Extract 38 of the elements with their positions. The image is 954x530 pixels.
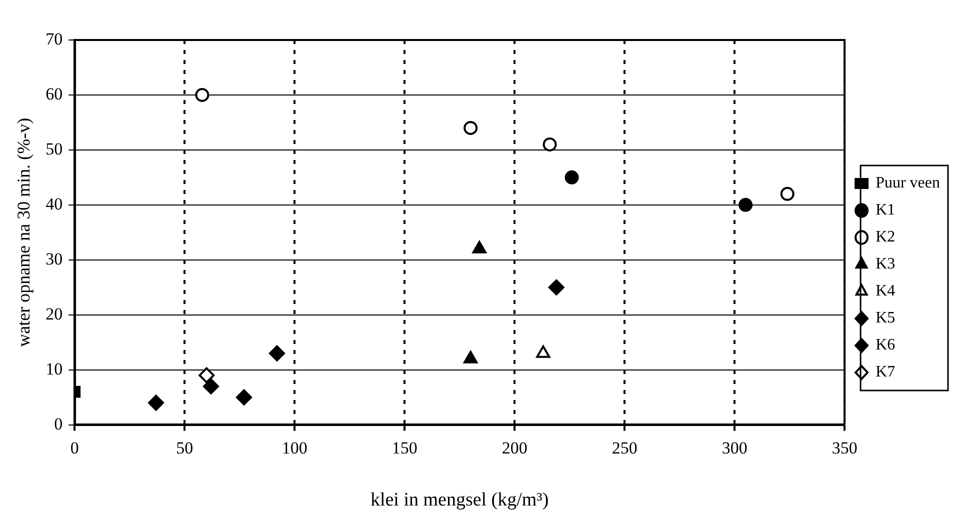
x-tick-label: 350: [832, 438, 858, 458]
y-tick-label: 0: [54, 414, 63, 434]
x-tick-label: 250: [612, 438, 638, 458]
y-tick-label: 30: [46, 249, 63, 268]
legend-label: Puur veen: [876, 174, 940, 192]
legend-label: K4: [876, 282, 896, 300]
x-tick-label: 150: [392, 438, 418, 458]
x-axis-title: klei in mengsel (kg/m³): [370, 490, 549, 511]
y-tick-label: 60: [46, 84, 63, 104]
point: [148, 394, 164, 411]
legend-label: K5: [876, 310, 896, 327]
point: [195, 88, 210, 102]
point: [202, 378, 219, 394]
y-tick-label: 70: [46, 29, 63, 48]
point: [548, 279, 564, 296]
point: [564, 170, 579, 184]
x-tick-label: 0: [70, 438, 79, 458]
legend-label: K3: [876, 256, 896, 273]
x-tick-label: 100: [282, 438, 308, 458]
point: [268, 345, 285, 362]
legend-label: K1: [876, 202, 896, 219]
y-tick-label: 40: [46, 194, 63, 214]
y-tick-label: 50: [46, 139, 63, 158]
legend-label: K2: [876, 228, 896, 246]
point: [738, 198, 753, 212]
y-tick-label: 10: [46, 359, 63, 378]
x-tick-label: 50: [176, 438, 194, 458]
point: [542, 137, 557, 152]
x-tick-label: 200: [502, 438, 528, 458]
y-tick-label: 20: [46, 304, 63, 324]
legend-label: K7: [876, 364, 896, 381]
legend-label: K6: [876, 336, 896, 354]
point: [198, 367, 215, 384]
point: [236, 389, 252, 406]
point: [780, 186, 794, 201]
x-tick-label: 300: [722, 438, 748, 458]
y-axis-title: water opname na 30 min. (%-v): [14, 118, 34, 347]
point: [464, 120, 478, 135]
